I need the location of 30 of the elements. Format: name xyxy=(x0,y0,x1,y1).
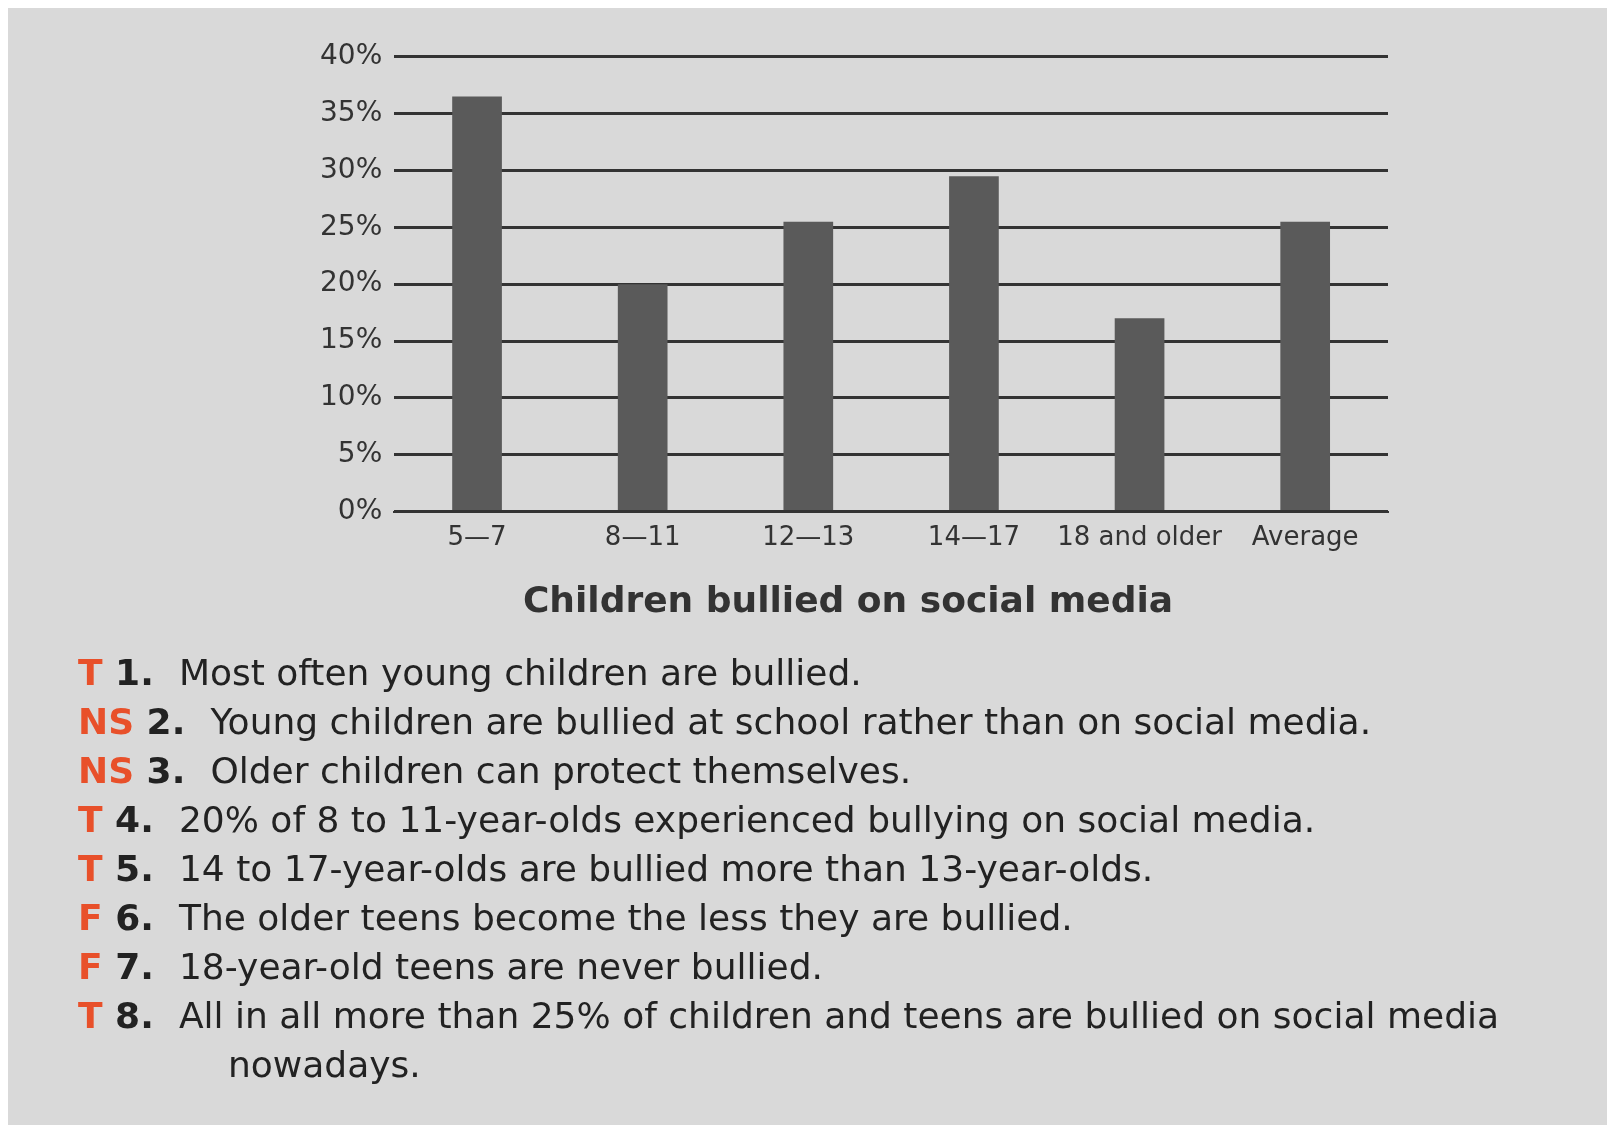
x-tick-label: 12—13 xyxy=(762,520,855,551)
text: NS 2. Young children are bullied at school rather than on social media. xyxy=(78,701,1372,742)
text: Children bullied on social media xyxy=(522,578,1174,620)
text: T 1. Most often young children are bullied. xyxy=(78,652,862,693)
text: NS 3. Older children can protect themselves. xyxy=(78,750,912,791)
bar xyxy=(617,284,668,511)
x-tick-label: 8—11 xyxy=(604,520,681,551)
y-tick-label: 10% xyxy=(320,379,383,413)
bar xyxy=(783,221,834,511)
bar xyxy=(949,176,999,511)
text: F 7. 18-year-old teens are never bullied. xyxy=(78,946,823,987)
text: T 5. 14 to 17-year-olds are bullied more than 13-year-olds. xyxy=(78,848,1154,889)
text: F 6. The older teens become the less they are bullied. xyxy=(78,897,1073,938)
text: T 4. 20% of 8 to 11-year-olds experienced bullying on social media. xyxy=(78,799,1316,840)
text: T 8. All in all more than 25% of children and teens are bullied on social media nowadays. xyxy=(78,995,1501,1085)
y-tick-label: 5% xyxy=(337,436,383,470)
bar xyxy=(1280,221,1331,511)
x-tick-label: 18 and older xyxy=(1057,520,1223,551)
y-tick-label: 30% xyxy=(320,151,383,185)
y-tick-label: 0% xyxy=(337,492,383,526)
y-tick-label: 40% xyxy=(320,38,383,72)
x-tick-label: Average xyxy=(1251,520,1359,551)
y-tick-label: 15% xyxy=(320,322,383,356)
y-tick-label: 25% xyxy=(320,208,383,242)
bar xyxy=(452,96,502,511)
y-tick-label: 20% xyxy=(320,265,383,299)
x-tick-label: 14—17 xyxy=(927,520,1021,551)
y-tick-label: 35% xyxy=(320,94,383,128)
x-tick-label: 5—7 xyxy=(447,520,507,551)
bar xyxy=(1114,318,1165,511)
